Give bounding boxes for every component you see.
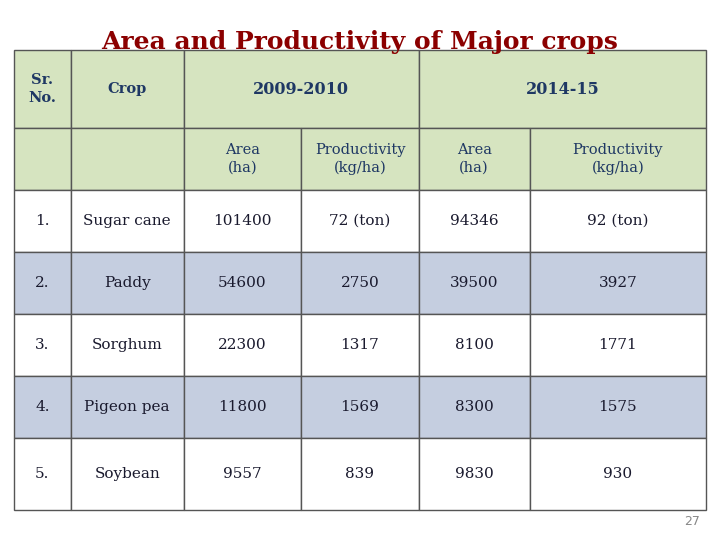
Text: Productivity
(kg/ha): Productivity (kg/ha) — [315, 143, 405, 175]
Text: 4.: 4. — [35, 400, 50, 414]
Bar — [71, 376, 184, 438]
Text: 2750: 2750 — [341, 276, 379, 290]
Text: Area
(ha): Area (ha) — [456, 143, 492, 174]
Bar — [184, 438, 301, 510]
Text: 54600: 54600 — [218, 276, 266, 290]
Text: Area
(ha): Area (ha) — [225, 143, 260, 174]
Text: Sorghum: Sorghum — [91, 338, 163, 352]
Text: Sr.
No.: Sr. No. — [28, 73, 56, 105]
Text: 1317: 1317 — [341, 338, 379, 352]
Bar — [14, 50, 71, 128]
Bar — [419, 376, 529, 438]
Bar — [419, 50, 706, 128]
Text: 3927: 3927 — [598, 276, 637, 290]
Bar — [14, 128, 71, 190]
Bar — [184, 314, 301, 376]
Text: 1.: 1. — [35, 214, 50, 228]
Bar — [71, 50, 184, 128]
Text: 11800: 11800 — [218, 400, 266, 414]
Text: 3.: 3. — [35, 338, 50, 352]
Bar — [529, 314, 706, 376]
Bar — [184, 376, 301, 438]
Bar — [71, 190, 184, 252]
Text: 5.: 5. — [35, 467, 50, 481]
Bar — [301, 190, 419, 252]
Bar — [184, 128, 301, 190]
Bar — [301, 376, 419, 438]
Text: 2.: 2. — [35, 276, 50, 290]
Bar — [419, 190, 529, 252]
Text: Soybean: Soybean — [94, 467, 160, 481]
Text: 39500: 39500 — [450, 276, 498, 290]
Bar — [301, 252, 419, 314]
Bar — [71, 438, 184, 510]
Bar — [419, 128, 529, 190]
Bar — [14, 376, 71, 438]
Bar — [184, 50, 419, 128]
Bar — [184, 190, 301, 252]
Bar — [14, 314, 71, 376]
Text: 2009-2010: 2009-2010 — [253, 80, 349, 98]
Text: 9557: 9557 — [223, 467, 261, 481]
Bar — [301, 438, 419, 510]
Bar — [301, 314, 419, 376]
Text: 8100: 8100 — [455, 338, 494, 352]
Text: Pigeon pea: Pigeon pea — [84, 400, 170, 414]
Bar — [14, 190, 71, 252]
Text: 27: 27 — [684, 515, 700, 528]
Text: 101400: 101400 — [213, 214, 271, 228]
Bar — [301, 128, 419, 190]
Bar — [71, 128, 184, 190]
Text: 92 (ton): 92 (ton) — [587, 214, 649, 228]
Bar — [529, 128, 706, 190]
Text: 8300: 8300 — [455, 400, 493, 414]
Bar — [529, 376, 706, 438]
Text: 1575: 1575 — [598, 400, 637, 414]
Bar — [529, 438, 706, 510]
Text: 94346: 94346 — [450, 214, 498, 228]
Text: Crop: Crop — [107, 82, 147, 96]
Bar — [419, 438, 529, 510]
Bar — [14, 438, 71, 510]
Bar — [14, 252, 71, 314]
Text: 9830: 9830 — [455, 467, 493, 481]
Text: 22300: 22300 — [218, 338, 266, 352]
Bar — [71, 252, 184, 314]
Bar — [529, 190, 706, 252]
Text: 930: 930 — [603, 467, 632, 481]
Text: 839: 839 — [346, 467, 374, 481]
Bar — [419, 252, 529, 314]
Text: Sugar cane: Sugar cane — [84, 214, 171, 228]
Bar — [71, 314, 184, 376]
Text: 1569: 1569 — [341, 400, 379, 414]
Text: Productivity
(kg/ha): Productivity (kg/ha) — [572, 143, 663, 175]
Bar — [529, 252, 706, 314]
Text: 72 (ton): 72 (ton) — [329, 214, 391, 228]
Text: 1771: 1771 — [598, 338, 637, 352]
Text: Area and Productivity of Major crops: Area and Productivity of Major crops — [102, 30, 618, 54]
Bar — [419, 314, 529, 376]
Text: 2014-15: 2014-15 — [526, 80, 599, 98]
Text: Paddy: Paddy — [104, 276, 150, 290]
Bar — [184, 252, 301, 314]
